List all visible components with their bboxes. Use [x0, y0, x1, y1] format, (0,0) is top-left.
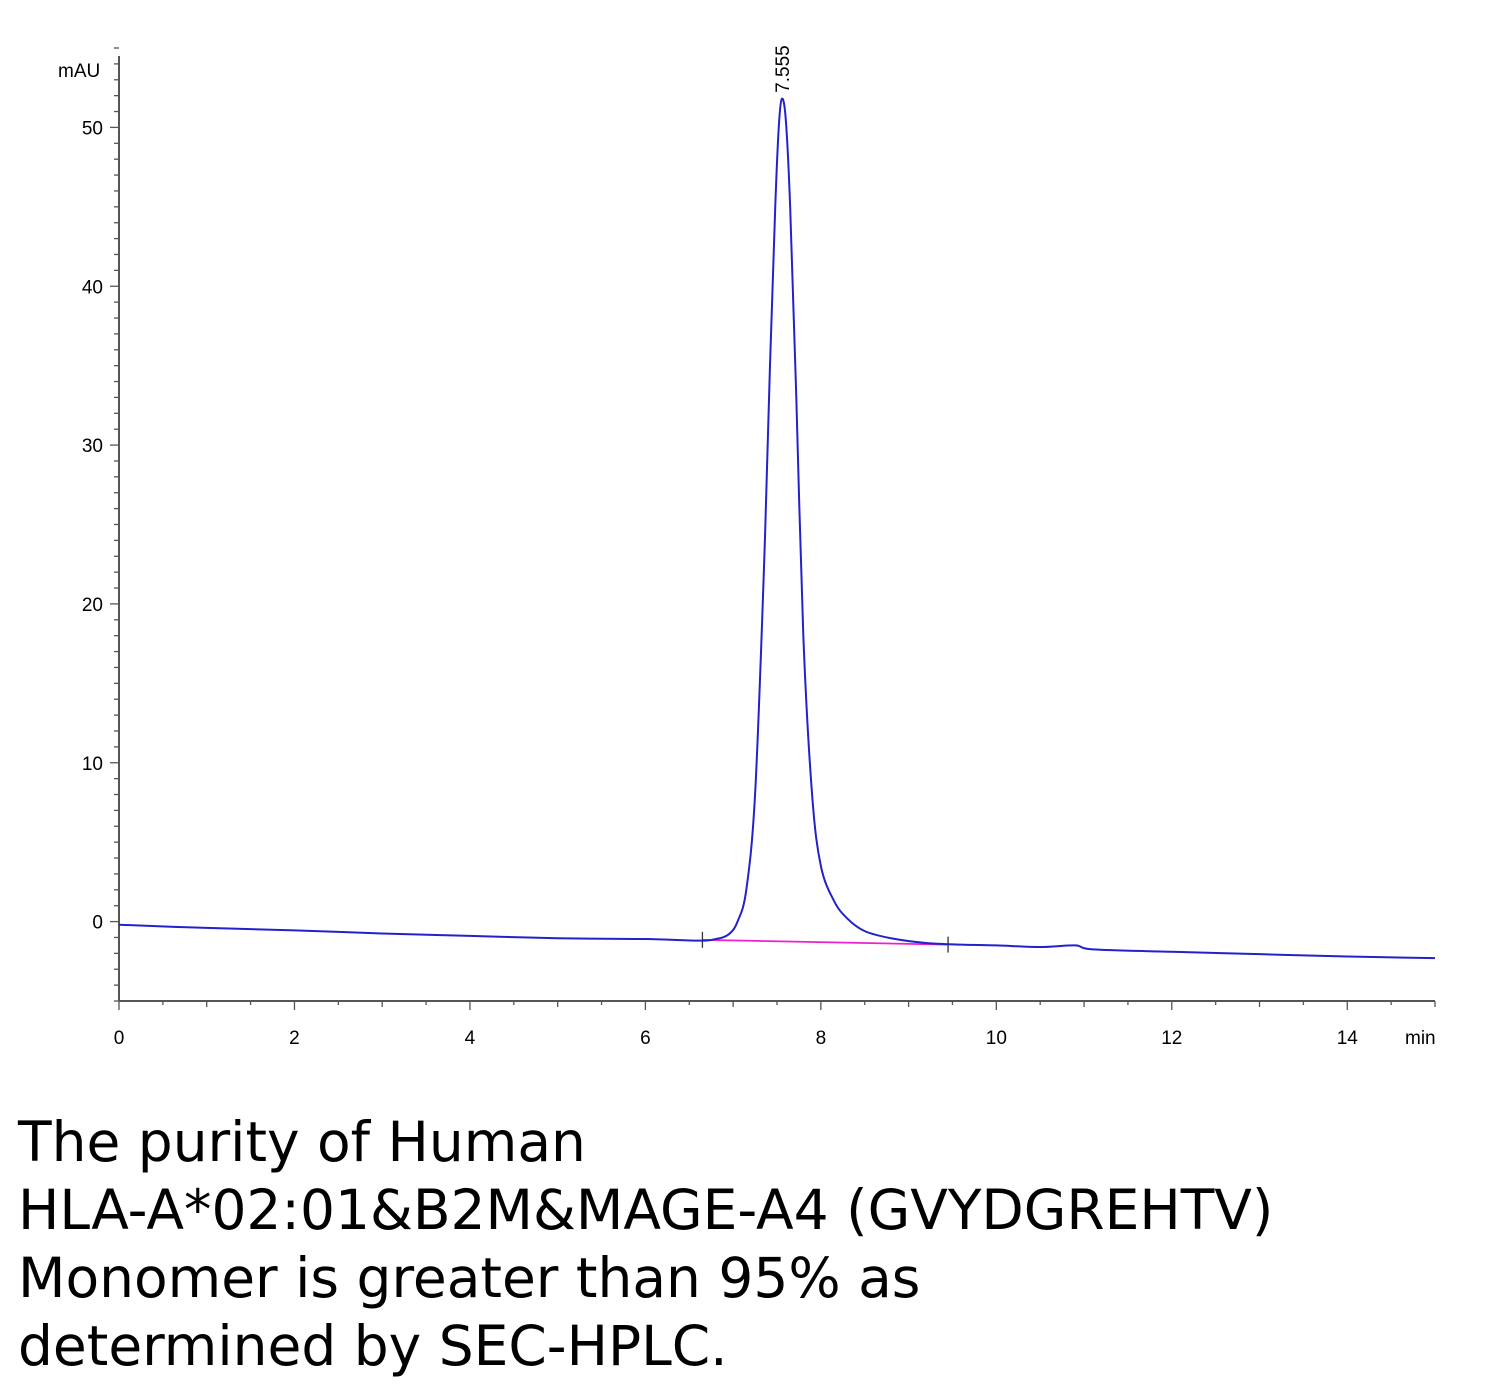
caption: The purity of Human HLA-A*02:01&B2M&MAGE… — [18, 1108, 1478, 1380]
caption-line-2: HLA-A*02:01&B2M&MAGE-A4 (GVYDGREHTV) — [18, 1178, 1274, 1242]
chromatogram-trace — [118, 97, 1436, 960]
ticks: 0 10 20 30 40 50 0 2 4 6 8 10 12 14 — [82, 47, 1436, 1049]
x-tick-label: 8 — [816, 1028, 827, 1049]
x-axis-label: min — [1405, 1028, 1436, 1049]
y-tick-label: 40 — [82, 277, 103, 298]
y-tick-label: 30 — [82, 436, 103, 457]
y-tick-label: 20 — [82, 595, 103, 616]
sec-hplc-chromatogram: 0 10 20 30 40 50 0 2 4 6 8 10 12 14 mAU min 7.555 — [58, 45, 1436, 1049]
x-tick-label: 0 — [114, 1028, 125, 1049]
y-axis-label: mAU — [58, 61, 100, 82]
y-tick-label: 0 — [92, 913, 103, 934]
x-tick-label: 2 — [289, 1028, 300, 1049]
caption-line-1: The purity of Human — [18, 1110, 586, 1174]
x-tick-label: 4 — [465, 1028, 476, 1049]
y-tick-label: 50 — [82, 118, 103, 139]
x-tick-label: 10 — [986, 1028, 1007, 1049]
x-tick-label: 6 — [640, 1028, 651, 1049]
caption-line-3: Monomer is greater than 95% as — [18, 1246, 921, 1310]
peak-retention-label: 7.555 — [773, 45, 794, 93]
axes — [118, 56, 1435, 1002]
trace-layer — [118, 97, 1436, 960]
x-tick-label: 12 — [1161, 1028, 1182, 1049]
caption-line-4: determined by SEC-HPLC. — [18, 1314, 728, 1378]
x-tick-label: 14 — [1337, 1028, 1359, 1049]
y-tick-label: 10 — [82, 754, 103, 775]
integration-baseline — [702, 938, 949, 946]
